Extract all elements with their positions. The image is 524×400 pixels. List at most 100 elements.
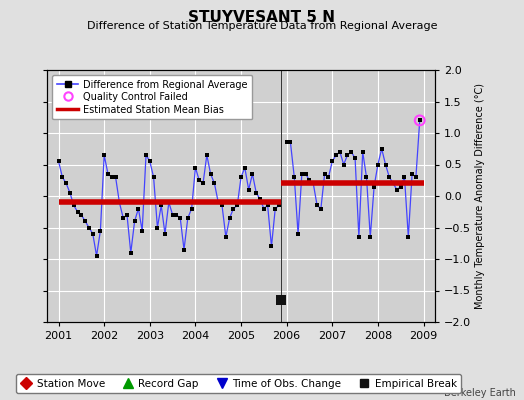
Point	[104, 171, 112, 177]
Point	[92, 253, 101, 259]
Point	[241, 164, 249, 171]
Point	[142, 152, 150, 158]
Point	[294, 230, 302, 237]
Point	[416, 117, 424, 124]
Point	[340, 161, 348, 168]
Point	[389, 180, 397, 186]
Point	[237, 174, 245, 180]
Point	[58, 174, 67, 180]
Point	[203, 152, 211, 158]
Point	[264, 202, 272, 209]
Point	[282, 139, 291, 146]
Point	[408, 171, 416, 177]
Point	[206, 171, 215, 177]
Point	[62, 180, 70, 186]
Point	[115, 199, 124, 206]
Point	[392, 186, 401, 193]
Point	[397, 183, 405, 190]
Point	[400, 174, 409, 180]
Text: Difference of Station Temperature Data from Regional Average: Difference of Station Temperature Data f…	[87, 21, 437, 31]
Point	[374, 161, 382, 168]
Point	[214, 199, 222, 206]
Point	[149, 174, 158, 180]
Point	[233, 202, 242, 209]
Point	[96, 228, 105, 234]
Legend: Station Move, Record Gap, Time of Obs. Change, Empirical Break: Station Move, Record Gap, Time of Obs. C…	[16, 374, 461, 393]
Point	[313, 202, 321, 209]
Point	[100, 152, 108, 158]
Point	[245, 186, 253, 193]
Point	[305, 177, 314, 184]
Point	[81, 218, 90, 224]
Point	[176, 215, 184, 221]
Point	[336, 149, 344, 155]
Point	[248, 171, 257, 177]
Point	[404, 234, 412, 240]
Point	[355, 234, 363, 240]
Point	[381, 161, 390, 168]
Point	[112, 174, 120, 180]
Point	[324, 174, 333, 180]
Point	[107, 174, 116, 180]
Point	[271, 206, 279, 212]
Point	[351, 155, 359, 161]
Point	[89, 230, 97, 237]
Point	[168, 212, 177, 218]
Point	[165, 199, 173, 206]
Point	[73, 208, 82, 215]
Point	[328, 158, 336, 164]
Point	[385, 174, 394, 180]
Point	[229, 206, 237, 212]
Point	[210, 180, 219, 186]
Point	[343, 152, 352, 158]
Point	[70, 202, 78, 209]
Point	[358, 149, 367, 155]
Point	[180, 246, 188, 253]
Point	[267, 243, 276, 250]
Point	[332, 152, 340, 158]
Point	[153, 224, 161, 231]
Text: Berkeley Earth: Berkeley Earth	[444, 388, 516, 398]
Point	[119, 215, 127, 221]
Point	[222, 234, 230, 240]
Point	[252, 190, 260, 196]
Point	[366, 234, 375, 240]
Point	[225, 215, 234, 221]
Point	[138, 228, 146, 234]
Text: STUYVESANT 5 N: STUYVESANT 5 N	[189, 10, 335, 25]
Point	[66, 190, 74, 196]
Point	[191, 164, 200, 171]
Point	[416, 117, 424, 124]
Point	[370, 183, 378, 190]
Point	[157, 202, 166, 209]
Point	[195, 177, 203, 184]
Point	[54, 158, 63, 164]
Point	[130, 218, 139, 224]
Point	[277, 297, 285, 303]
Y-axis label: Monthly Temperature Anomaly Difference (°C): Monthly Temperature Anomaly Difference (…	[475, 83, 485, 309]
Point	[127, 250, 135, 256]
Point	[298, 171, 306, 177]
Point	[199, 180, 207, 186]
Point	[218, 202, 226, 209]
Point	[275, 202, 283, 209]
Point	[362, 174, 370, 180]
Point	[412, 174, 420, 180]
Point	[188, 206, 196, 212]
Point	[316, 206, 325, 212]
Point	[134, 206, 143, 212]
Point	[123, 212, 131, 218]
Point	[161, 230, 169, 237]
Point	[290, 174, 299, 180]
Point	[286, 139, 294, 146]
Point	[377, 146, 386, 152]
Point	[321, 171, 329, 177]
Point	[172, 212, 181, 218]
Point	[301, 171, 310, 177]
Point	[77, 212, 85, 218]
Point	[146, 158, 154, 164]
Point	[183, 215, 192, 221]
Point	[309, 180, 318, 186]
Point	[85, 224, 93, 231]
Point	[260, 206, 268, 212]
